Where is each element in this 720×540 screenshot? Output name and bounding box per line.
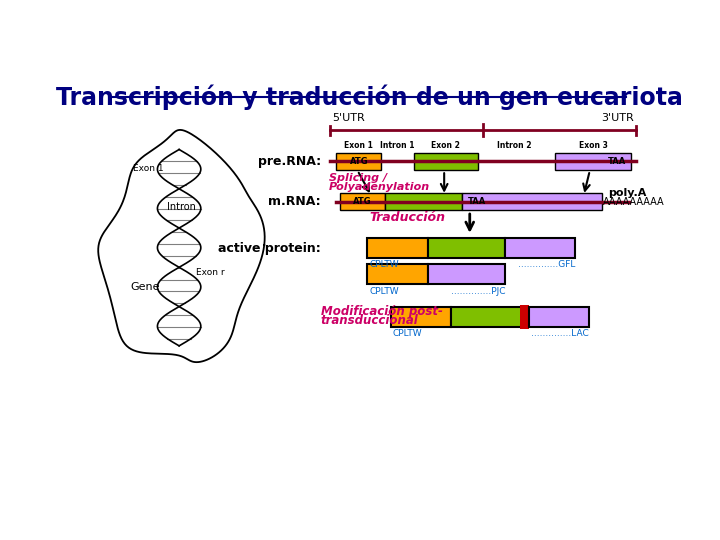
Text: Polyadenylation: Polyadenylation xyxy=(329,182,430,192)
Text: Gene: Gene xyxy=(130,281,160,292)
Text: Intron: Intron xyxy=(167,202,196,212)
Text: ..............GFL: ..............GFL xyxy=(518,260,575,269)
Text: Exon 2: Exon 2 xyxy=(431,141,460,150)
Text: Modificación post-: Modificación post- xyxy=(321,305,443,318)
Text: Transcripción y traducción de un gen eucariota: Transcripción y traducción de un gen euc… xyxy=(55,84,683,110)
Text: ..............PJC: ..............PJC xyxy=(451,287,505,295)
Bar xyxy=(336,153,382,170)
Bar xyxy=(520,318,528,329)
Text: Intron 2: Intron 2 xyxy=(498,141,532,150)
Text: Exon 1: Exon 1 xyxy=(344,141,374,150)
Bar xyxy=(391,307,451,327)
Text: Exon 3: Exon 3 xyxy=(579,141,608,150)
Bar xyxy=(367,264,428,284)
Text: Traducción: Traducción xyxy=(369,211,445,224)
Text: Exon r: Exon r xyxy=(196,268,225,277)
Text: Intron 1: Intron 1 xyxy=(380,141,415,150)
Text: transduccional: transduccional xyxy=(321,314,419,327)
Text: 5'UTR: 5'UTR xyxy=(333,112,365,123)
Text: ATG: ATG xyxy=(353,197,372,206)
Bar xyxy=(414,153,477,170)
Text: ATG: ATG xyxy=(350,157,368,166)
Text: poly.A: poly.A xyxy=(608,188,646,198)
Text: CPLTW: CPLTW xyxy=(369,287,399,295)
Text: CPLTW: CPLTW xyxy=(392,329,422,338)
Text: Exon 1: Exon 1 xyxy=(132,164,163,173)
Text: ..............LAC: ..............LAC xyxy=(531,329,589,338)
Text: 3'UTR: 3'UTR xyxy=(601,112,634,123)
Text: active protein:: active protein: xyxy=(218,241,321,254)
Bar xyxy=(384,193,462,211)
Bar xyxy=(340,193,384,211)
Bar xyxy=(428,238,505,258)
Bar xyxy=(462,193,601,211)
Bar xyxy=(555,153,631,170)
Text: pre.RNA:: pre.RNA: xyxy=(258,154,321,167)
Bar xyxy=(367,238,428,258)
Bar xyxy=(505,238,575,258)
Text: TAA: TAA xyxy=(468,197,487,206)
Bar xyxy=(428,264,505,284)
Bar xyxy=(520,305,528,318)
Text: TAA: TAA xyxy=(608,157,626,166)
Text: AAAAAAAAA: AAAAAAAAA xyxy=(603,197,665,207)
Text: m.RNA:: m.RNA: xyxy=(269,195,321,208)
Bar xyxy=(451,307,525,327)
Bar xyxy=(528,307,589,327)
Text: Splicing /: Splicing / xyxy=(329,173,387,183)
Text: CPLTW: CPLTW xyxy=(369,260,399,269)
